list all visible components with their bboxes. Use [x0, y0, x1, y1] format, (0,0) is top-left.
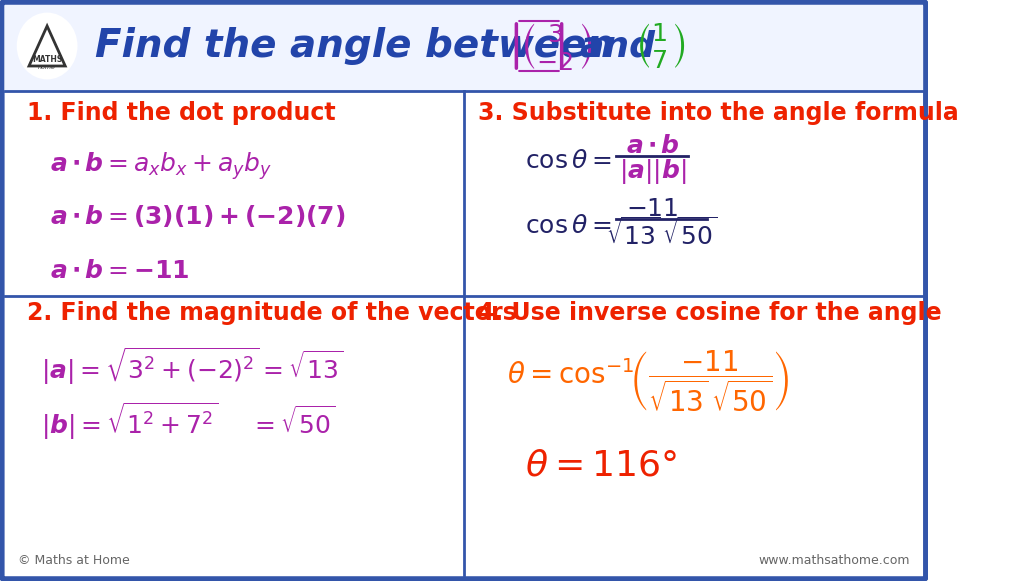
- Text: $|\boldsymbol{a}| = \sqrt{3^2 + (-2)^2} = \sqrt{13}$: $|\boldsymbol{a}| = \sqrt{3^2 + (-2)^2} …: [41, 345, 343, 387]
- FancyBboxPatch shape: [4, 5, 923, 92]
- Text: $-11$: $-11$: [626, 197, 679, 221]
- Text: $\boldsymbol{a \cdot b} = \mathbf{-11}$: $\boldsymbol{a \cdot b} = \mathbf{-11}$: [50, 259, 189, 283]
- Text: © Maths at Home: © Maths at Home: [18, 554, 130, 568]
- Text: 4. Use inverse cosine for the angle: 4. Use inverse cosine for the angle: [478, 301, 942, 325]
- Text: $\boldsymbol{a \cdot b}$: $\boldsymbol{a \cdot b}$: [626, 134, 679, 158]
- Text: home: home: [38, 64, 56, 70]
- Text: 2. Find the magnitude of the vectors: 2. Find the magnitude of the vectors: [28, 301, 517, 325]
- Text: $|\boldsymbol{b}| = \sqrt{1^2 + 7^2} \;\;\;\;\; = \sqrt{50}$: $|\boldsymbol{b}| = \sqrt{1^2 + 7^2} \;\…: [41, 400, 335, 442]
- Text: $\sqrt{13}\,\sqrt{50}$: $\sqrt{13}\,\sqrt{50}$: [605, 218, 717, 250]
- Text: Find the angle between: Find the angle between: [95, 27, 614, 65]
- Text: MATHS: MATHS: [32, 55, 62, 63]
- FancyBboxPatch shape: [2, 2, 926, 579]
- Text: 1. Find the dot product: 1. Find the dot product: [28, 101, 336, 125]
- Text: $\binom{1}{7}$: $\binom{1}{7}$: [634, 21, 686, 71]
- Circle shape: [18, 14, 76, 78]
- Text: $\binom{3}{-2}$: $\binom{3}{-2}$: [519, 20, 592, 71]
- Text: $\cos\theta = $: $\cos\theta = $: [525, 149, 612, 173]
- Text: $\theta = 116°$: $\theta = 116°$: [525, 449, 678, 483]
- Text: 3. Substitute into the angle formula: 3. Substitute into the angle formula: [478, 101, 959, 125]
- Text: $\theta = \cos^{-1}\!\!\left(\dfrac{-11}{\sqrt{13}\,\sqrt{50}}\right)$: $\theta = \cos^{-1}\!\!\left(\dfrac{-11}…: [507, 348, 790, 414]
- Text: $|\boldsymbol{a}||\boldsymbol{b}|$: $|\boldsymbol{a}||\boldsymbol{b}|$: [618, 156, 686, 185]
- Text: $\cos\theta = $: $\cos\theta = $: [525, 214, 612, 238]
- Text: and: and: [580, 29, 655, 63]
- Text: $\boldsymbol{a \cdot b} = \mathbf{(3)(1) + (-2)(7)}$: $\boldsymbol{a \cdot b} = \mathbf{(3)(1)…: [50, 203, 345, 229]
- Text: $\boldsymbol{a \cdot b} = \boldsymbol{a_x b_x} + \boldsymbol{a_y b_y}$: $\boldsymbol{a \cdot b} = \boldsymbol{a_…: [50, 150, 271, 182]
- Text: www.mathsathome.com: www.mathsathome.com: [758, 554, 909, 568]
